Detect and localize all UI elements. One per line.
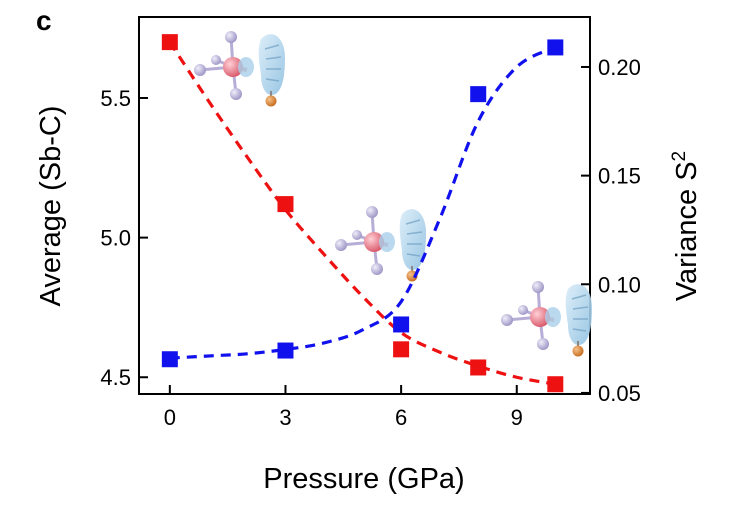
y-right-axis-title-main: Variance S	[671, 161, 703, 301]
y-right-tick-label-0.1: 0.10	[598, 272, 641, 297]
marker-right-1	[277, 342, 294, 359]
fit-curves	[168, 41, 557, 386]
marker-left-2	[393, 341, 410, 358]
x-tick-label-6: 6	[395, 405, 407, 430]
axis-ticks	[139, 65, 590, 394]
marker-left-0	[161, 34, 178, 51]
x-tick-label-9: 9	[511, 405, 523, 430]
molecule-inset-6gpa	[333, 204, 428, 284]
marker-left-4	[547, 376, 564, 393]
marker-left-1	[277, 196, 294, 213]
x-axis-title: Pressure (GPa)	[263, 463, 464, 495]
marker-right-3	[470, 86, 487, 103]
y-right-tick-label-0.15: 0.15	[598, 164, 641, 189]
y-right-tick-label-0.2: 0.20	[598, 55, 641, 80]
molecule-inset-10gpa	[499, 279, 594, 359]
molecule-inset-0gpa	[192, 29, 287, 109]
panel-label: c	[36, 5, 52, 36]
data-markers	[161, 34, 564, 393]
marker-right-2	[393, 316, 410, 333]
marker-right-4	[547, 39, 564, 56]
x-tick-label-3: 3	[279, 405, 291, 430]
fit-curve-right	[169, 45, 557, 360]
y-left-tick-label-4.5: 4.5	[100, 365, 131, 390]
y-left-axis-title: Average (Sb-C)	[35, 106, 67, 307]
x-tick-label-0: 0	[164, 405, 176, 430]
y-right-axis-title-superscript: 2	[669, 151, 690, 162]
plot-frame	[138, 16, 591, 395]
y-right-tick-label-0.05: 0.05	[598, 381, 641, 406]
y-right-axis-title: Variance S2	[669, 151, 703, 301]
axis-tick-labels: 0 3 6 9 4.5 5.0 5.5 0.05 0.10 0.15 0.20	[100, 55, 640, 430]
y-left-tick-label-5.5: 5.5	[100, 86, 131, 111]
y-left-tick-label-5: 5.0	[100, 226, 131, 251]
marker-left-3	[470, 359, 487, 376]
marker-right-0	[161, 351, 178, 368]
fit-curve-left	[168, 41, 556, 386]
